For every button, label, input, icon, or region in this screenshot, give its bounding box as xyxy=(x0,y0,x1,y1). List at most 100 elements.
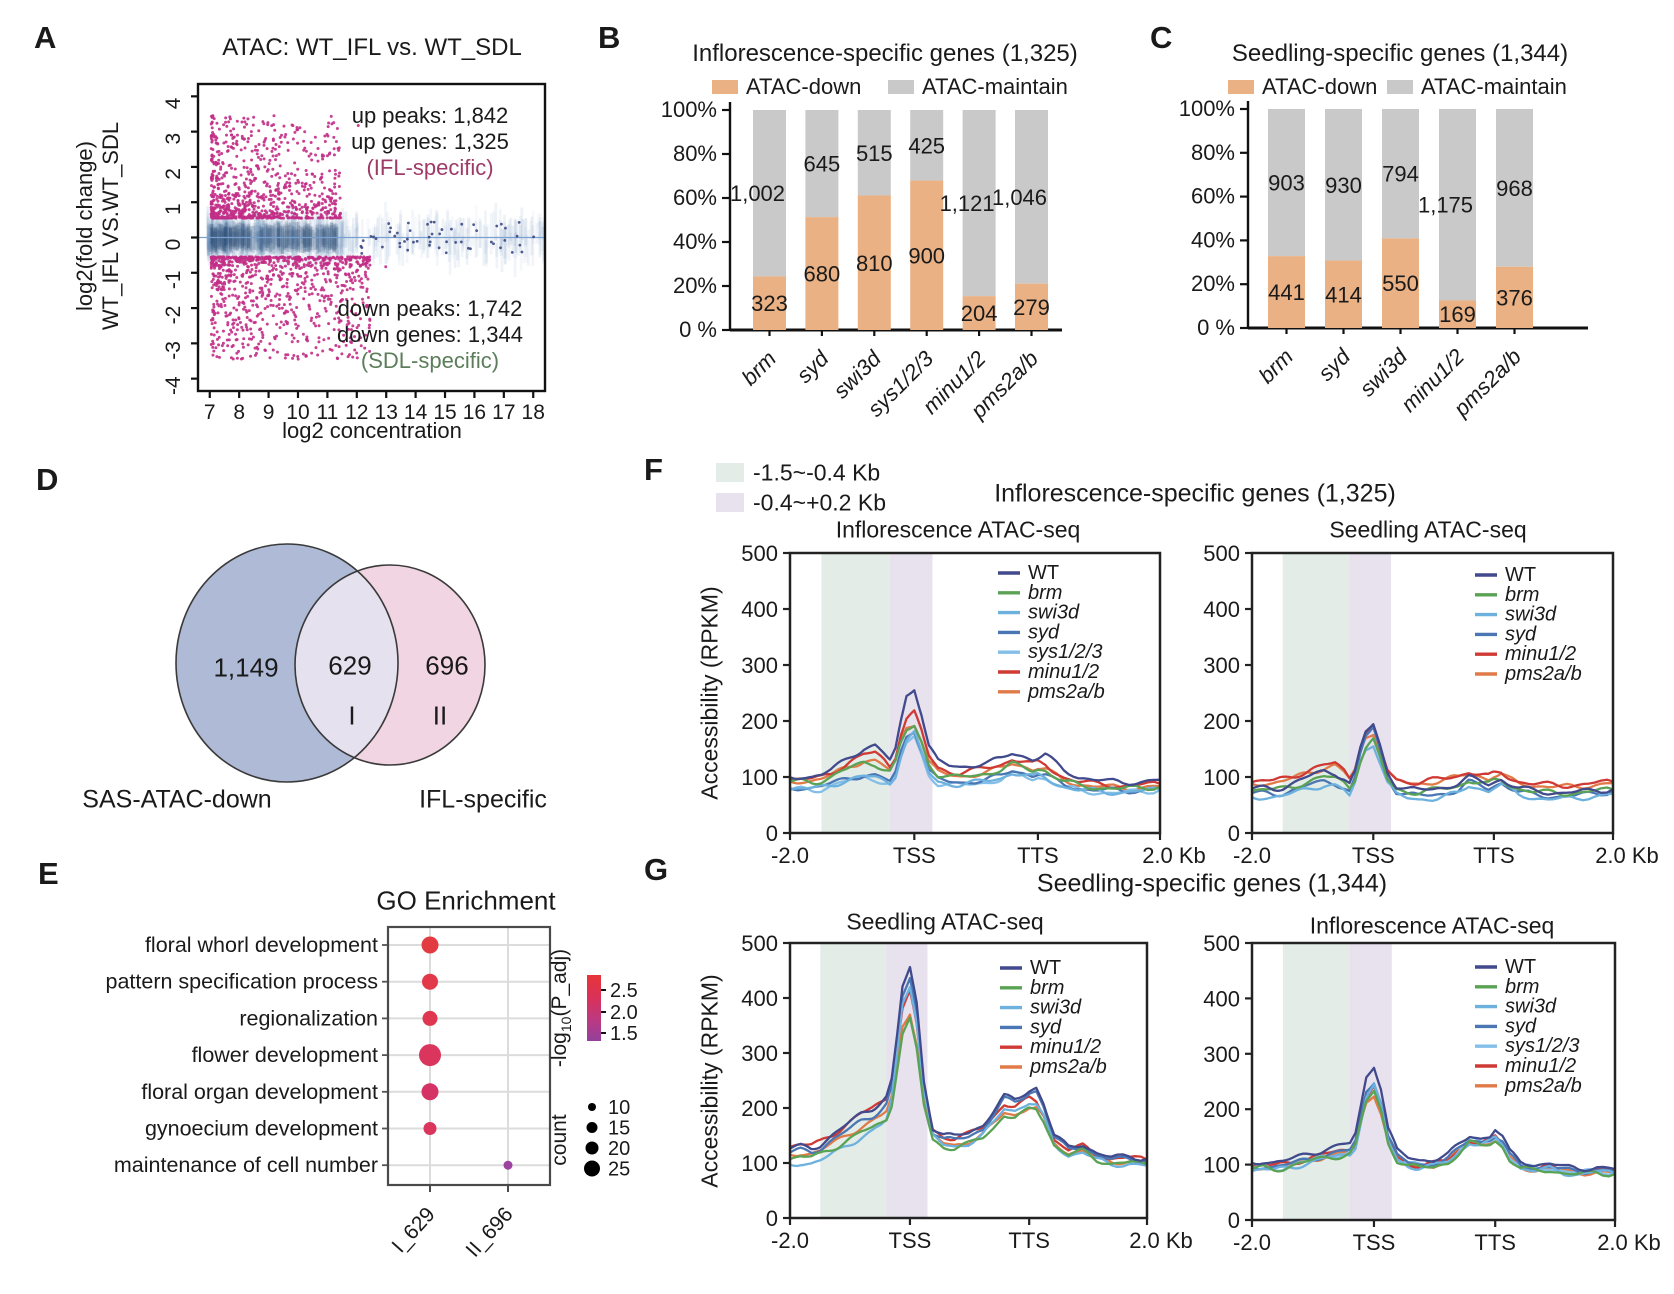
density-streak xyxy=(284,223,288,265)
maintain-bar-segment xyxy=(753,110,786,277)
down-point xyxy=(296,324,300,328)
density-core-streak xyxy=(300,227,304,244)
up-point xyxy=(236,201,240,205)
down-point xyxy=(287,260,291,264)
density-streak xyxy=(319,224,323,238)
density-streak xyxy=(326,226,330,259)
up-point xyxy=(255,148,259,152)
up-point xyxy=(232,127,236,131)
density-streak xyxy=(223,213,227,247)
upstream-band-swatch xyxy=(716,463,744,482)
down-point xyxy=(227,260,231,264)
up-point xyxy=(283,135,287,139)
down-point xyxy=(312,321,316,325)
down-point xyxy=(333,317,337,321)
density-streak xyxy=(320,224,324,249)
down-point xyxy=(231,318,235,322)
density-streak xyxy=(243,220,247,251)
density-streak xyxy=(206,229,210,260)
down-bar-segment xyxy=(962,296,996,330)
density-core-streak xyxy=(259,230,263,250)
panel-c-legend-maintain: ATAC-maintain xyxy=(1421,74,1567,99)
density-core-streak xyxy=(235,228,239,252)
y-tick-label: 60% xyxy=(1191,184,1235,209)
down-point xyxy=(334,280,338,284)
up-point xyxy=(243,190,247,194)
down-point xyxy=(327,336,331,340)
legend-label: minu1/2 xyxy=(1505,643,1576,665)
density-core-streak xyxy=(306,227,310,246)
density-streak xyxy=(269,226,273,244)
density-streak xyxy=(225,233,229,245)
density-core-streak xyxy=(332,225,336,253)
down-point xyxy=(219,260,223,264)
down-point xyxy=(332,255,336,259)
x-tick-label: 9 xyxy=(263,401,275,424)
up-point xyxy=(323,186,327,190)
up-point xyxy=(273,128,277,132)
density-streak xyxy=(241,223,245,242)
down-point xyxy=(297,260,301,264)
up-point xyxy=(290,211,294,215)
density-streak xyxy=(291,230,295,249)
density-streak xyxy=(281,217,284,250)
down-point xyxy=(314,261,318,265)
density-streak xyxy=(448,235,452,275)
density-streak xyxy=(210,216,214,242)
density-streak xyxy=(236,233,240,252)
density-streak xyxy=(226,219,230,263)
up-point xyxy=(303,146,307,150)
down-point xyxy=(336,262,340,266)
density-streak xyxy=(474,220,478,258)
density-streak xyxy=(262,223,266,260)
down-point xyxy=(357,338,361,342)
legend-label: WT xyxy=(1505,956,1536,978)
density-streak xyxy=(343,212,347,242)
up-point xyxy=(334,202,338,206)
down-point xyxy=(346,255,350,259)
density-core-streak xyxy=(211,229,215,250)
down-point xyxy=(348,336,352,340)
shaded-band xyxy=(1349,553,1391,833)
density-core-streak xyxy=(251,225,255,253)
density-streak xyxy=(292,221,296,265)
up-point xyxy=(250,158,254,162)
down-point xyxy=(220,292,224,296)
down-point xyxy=(215,299,219,303)
density-core-streak xyxy=(224,226,228,254)
density-core-streak xyxy=(280,227,285,255)
up-point xyxy=(227,192,231,196)
density-core-streak xyxy=(308,227,313,251)
up-point xyxy=(214,135,218,139)
down-point xyxy=(236,323,240,327)
density-streak xyxy=(205,210,209,230)
density-streak xyxy=(272,225,276,262)
density-streak xyxy=(329,234,333,247)
density-core-streak xyxy=(300,227,305,253)
down-point xyxy=(215,330,219,334)
density-streak xyxy=(518,215,522,238)
density-streak xyxy=(245,225,249,256)
density-streak xyxy=(385,233,389,264)
up-point xyxy=(271,154,275,158)
up-point xyxy=(227,205,231,209)
up-point xyxy=(257,167,261,171)
density-streak xyxy=(214,218,218,255)
up-point xyxy=(242,181,246,185)
up-point xyxy=(269,193,273,197)
down-point xyxy=(363,262,367,266)
density-streak xyxy=(217,217,221,254)
density-streak xyxy=(540,226,544,252)
down-point xyxy=(212,255,216,259)
density-streak xyxy=(478,221,482,249)
density-streak xyxy=(271,217,275,254)
up-point xyxy=(210,154,214,158)
density-core-streak xyxy=(313,232,317,251)
density-streak xyxy=(238,225,242,260)
density-streak xyxy=(210,206,213,245)
density-core-streak xyxy=(280,227,284,255)
density-streak xyxy=(275,220,279,241)
density-streak xyxy=(242,227,246,246)
up-point xyxy=(223,216,227,220)
